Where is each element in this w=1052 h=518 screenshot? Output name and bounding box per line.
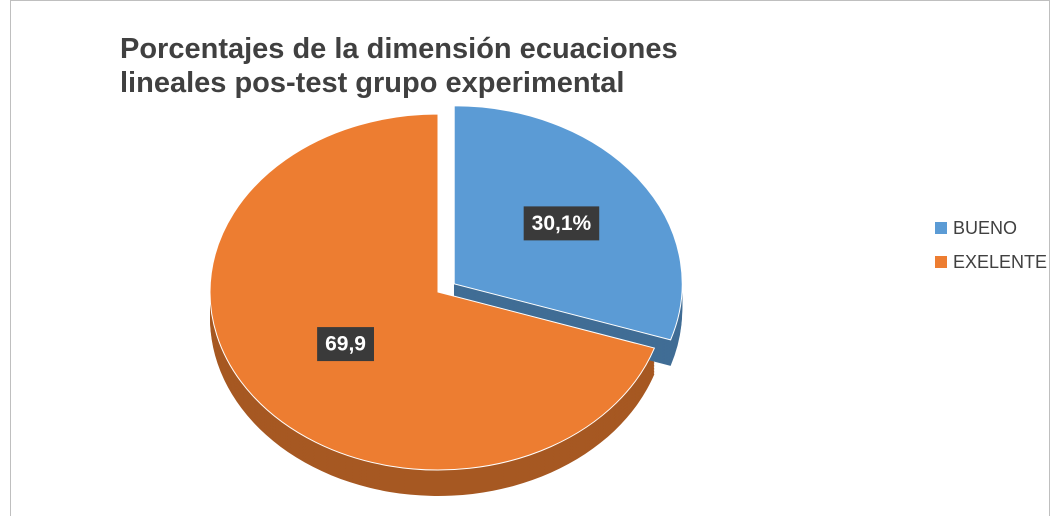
data-label-text: 30,1% <box>532 212 592 235</box>
slice <box>209 113 656 471</box>
legend-swatch <box>935 256 947 268</box>
data-label-text: 69,9 <box>325 333 366 356</box>
data-label-box <box>317 327 374 362</box>
data-label-box <box>523 206 600 241</box>
data-label: 30,1% <box>523 206 600 241</box>
legend-swatch <box>935 222 947 234</box>
chart-frame <box>10 0 1050 516</box>
data-label: 69,9 <box>317 327 374 362</box>
chart-title: Porcentajes de la dimensión ecuaciones l… <box>120 33 678 99</box>
legend-label: BUENO <box>953 218 1017 238</box>
legend-label: EXELENTE <box>953 252 1047 272</box>
